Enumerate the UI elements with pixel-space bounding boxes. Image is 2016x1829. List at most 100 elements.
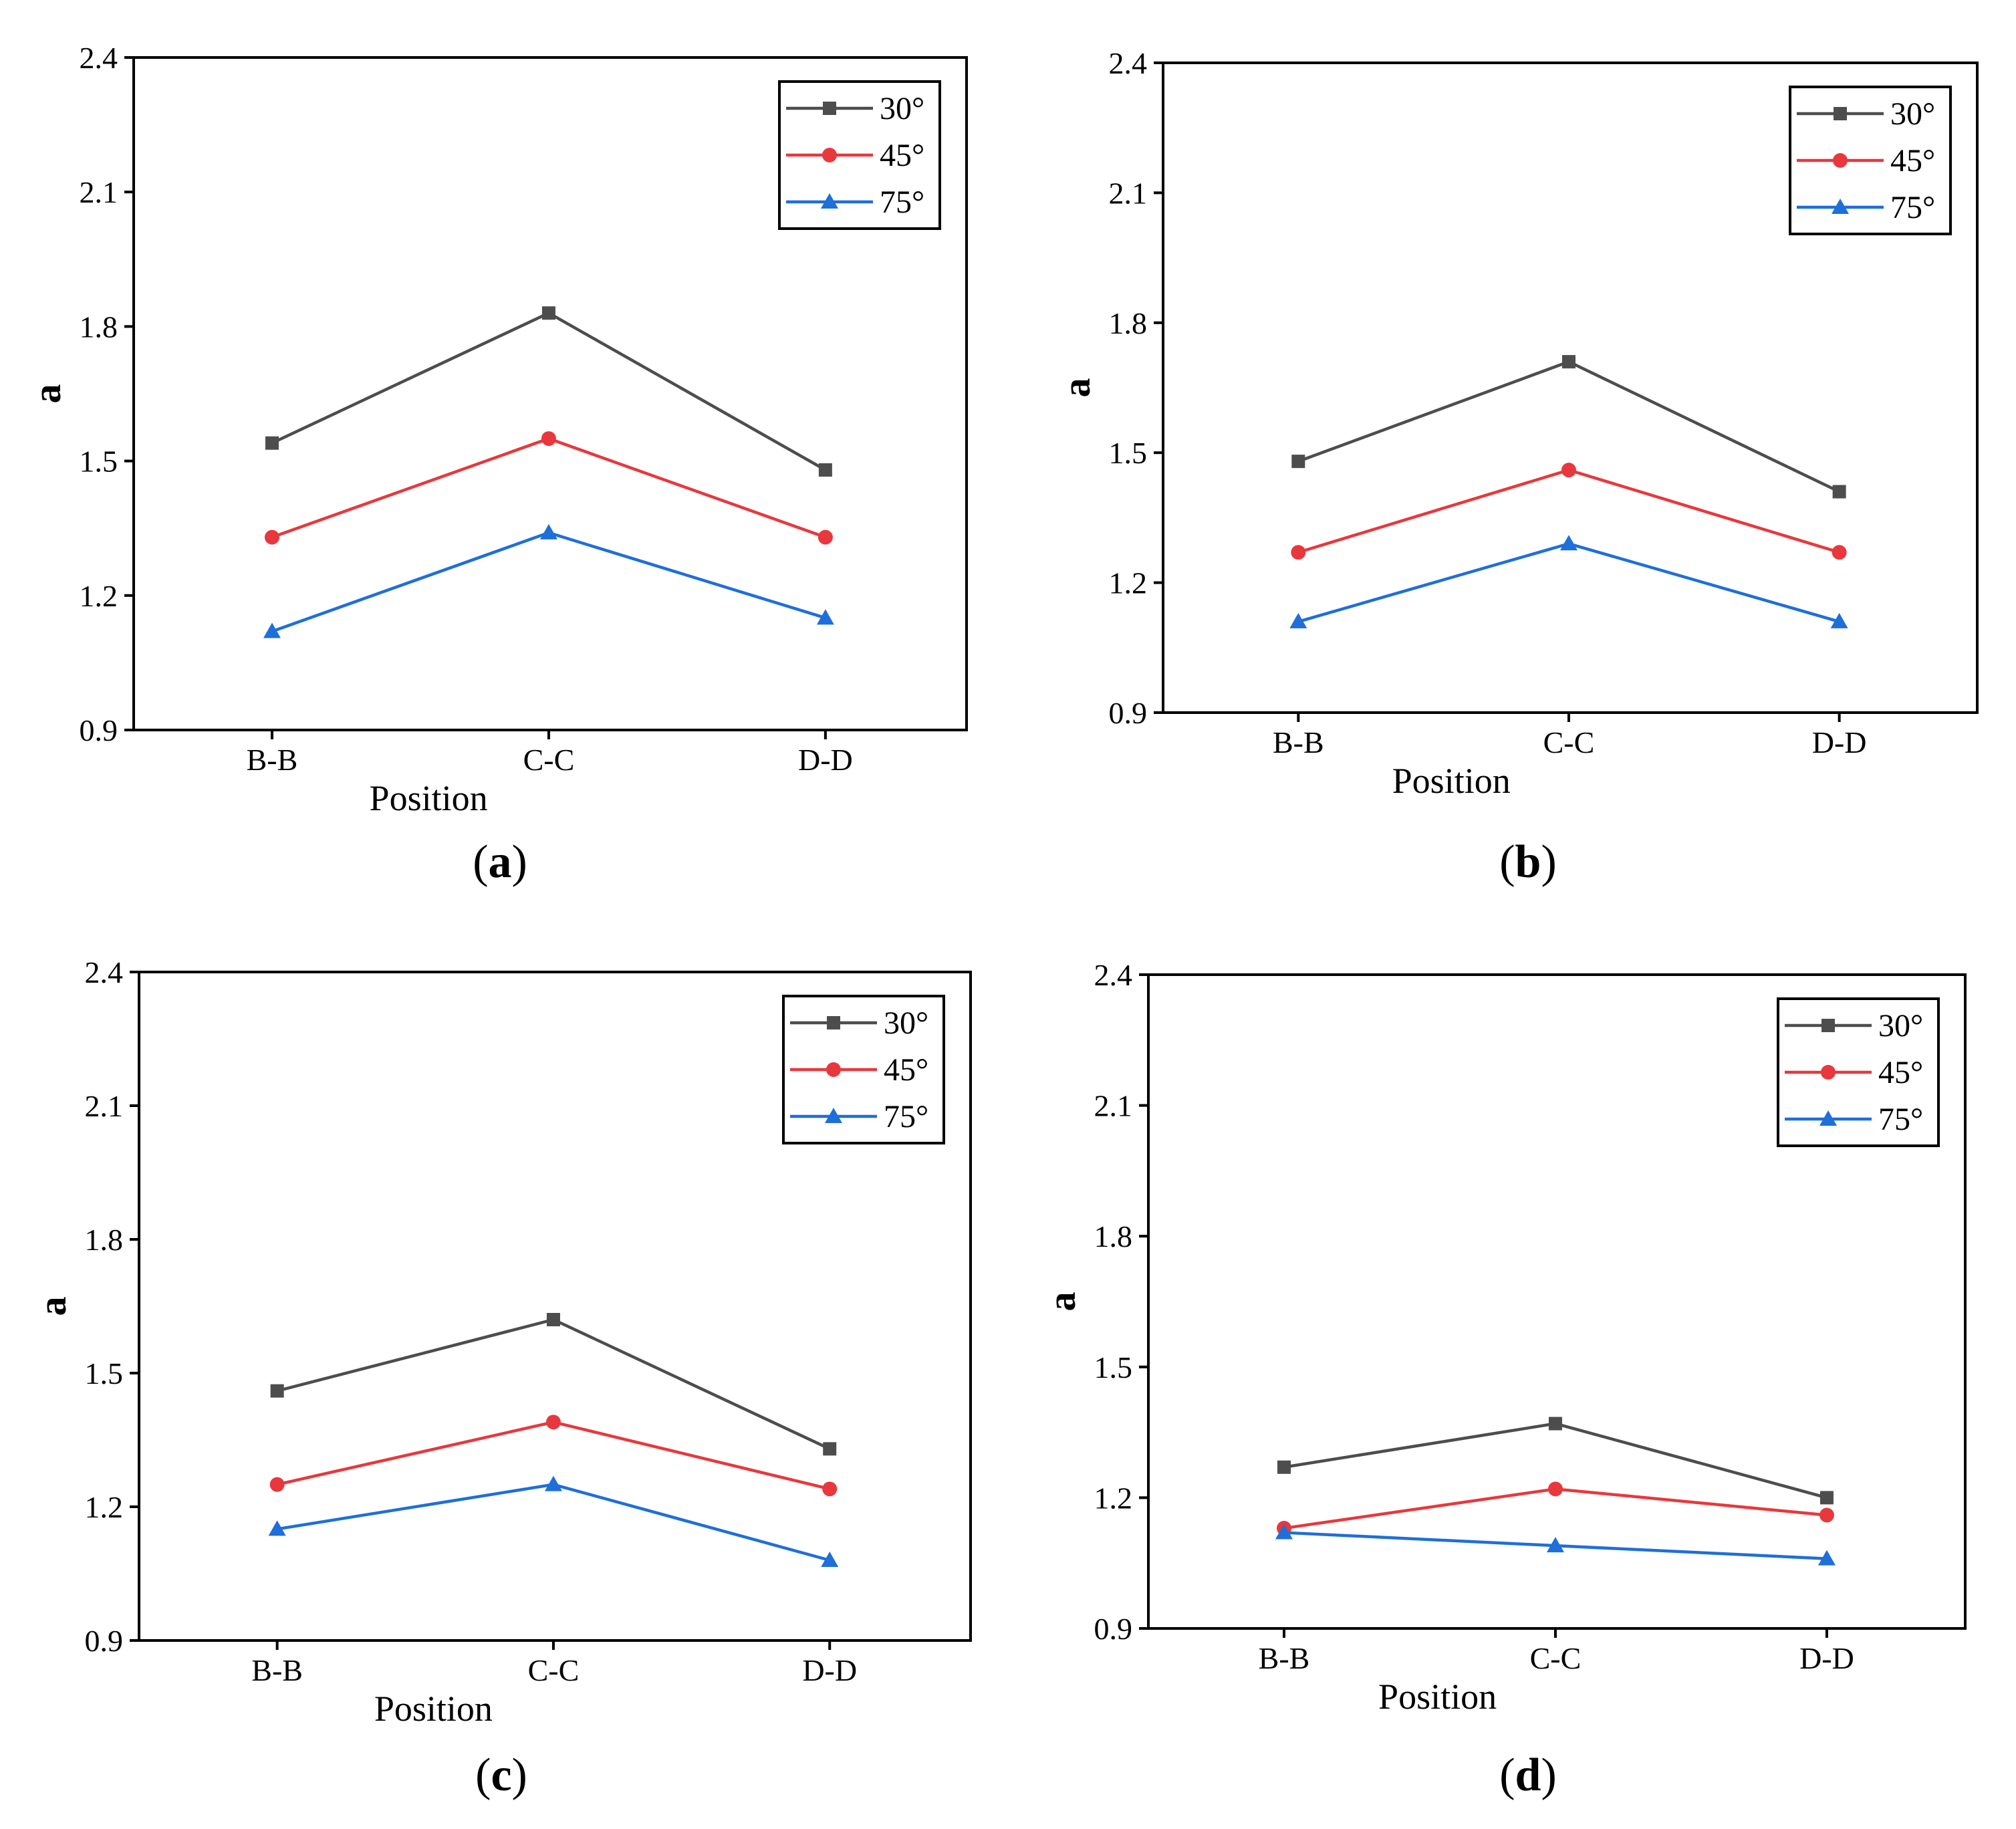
- legend: 30° 45° 75°: [1777, 997, 1940, 1147]
- y-tick-label: 1.2: [85, 1490, 124, 1524]
- legend-label: 45°: [1890, 143, 1935, 178]
- y-tick-label: 0.9: [1094, 1612, 1133, 1646]
- data-point-45deg-D-D: [1832, 545, 1847, 560]
- x-tick-label: B-B: [1259, 1641, 1310, 1675]
- data-point-75deg-B-B: [1275, 1523, 1293, 1540]
- x-tick-label: B-B: [1273, 725, 1324, 759]
- legend-label: 30°: [1890, 96, 1935, 132]
- x-axis-title: Position: [1392, 761, 1511, 801]
- y-tick-label: 1.5: [80, 445, 118, 479]
- y-axis-title: a: [1055, 378, 1098, 398]
- panel-letter: c: [491, 1749, 511, 1801]
- legend-label: 45°: [880, 138, 924, 173]
- y-tick-label: 1.5: [85, 1356, 124, 1390]
- data-point-75deg-C-C: [1546, 1537, 1564, 1553]
- panel-label: (c): [475, 1749, 527, 1801]
- y-tick-label: 2.1: [85, 1089, 124, 1123]
- legend-label: 30°: [884, 1005, 928, 1041]
- data-point-45deg-C-C: [1561, 463, 1576, 478]
- y-tick-label: 1.2: [1094, 1481, 1133, 1515]
- x-tick-label: C-C: [523, 743, 575, 777]
- data-point-75deg-B-B: [268, 1520, 286, 1536]
- data-point-75deg-D-D: [821, 1552, 839, 1567]
- legend: 30° 45° 75°: [782, 995, 945, 1144]
- legend-marker: [1821, 1019, 1835, 1032]
- x-tick-label: D-D: [1799, 1641, 1854, 1675]
- legend-label: 30°: [880, 91, 924, 126]
- panel-letter: a: [489, 836, 512, 888]
- panel-label: (a): [473, 836, 527, 888]
- data-point-30deg-D-D: [1819, 1491, 1834, 1505]
- panel-label: (d): [1499, 1749, 1557, 1801]
- y-tick-label: 1.5: [1094, 1350, 1133, 1384]
- data-point-45deg-C-C: [545, 1415, 561, 1430]
- y-tick-label: 0.9: [1109, 696, 1148, 730]
- y-tick-label: 1.2: [1109, 566, 1148, 600]
- series-line-75deg: [271, 531, 826, 633]
- series-line-30deg: [271, 311, 826, 471]
- x-axis-title: Position: [1378, 1677, 1497, 1717]
- legend: 30° 45° 75°: [1789, 86, 1952, 235]
- y-tick-label: 1.8: [85, 1223, 124, 1257]
- data-point-30deg-B-B: [265, 436, 279, 450]
- data-point-75deg-C-C: [544, 1475, 562, 1491]
- y-axis-title: a: [25, 384, 69, 404]
- series-line-45deg: [271, 437, 826, 539]
- data-point-30deg-B-B: [1291, 455, 1305, 469]
- legend-marker: [821, 193, 838, 209]
- data-point-30deg-B-B: [1277, 1460, 1291, 1474]
- y-tick-label: 2.1: [80, 175, 118, 209]
- legend-label: 45°: [1878, 1055, 1923, 1090]
- legend-marker: [826, 1062, 841, 1077]
- data-point-45deg-D-D: [817, 529, 833, 545]
- chart-panel-b: 0.9 1.2 1.5 1.8 2.1 2.4 B-B C-C D-D Position a 30° 4…: [1055, 46, 1979, 888]
- data-point-30deg-C-C: [1548, 1417, 1562, 1431]
- legend-marker: [822, 148, 837, 162]
- data-point-45deg-B-B: [269, 1477, 285, 1492]
- data-point-75deg-B-B: [1289, 612, 1307, 628]
- legend-label: 75°: [1890, 190, 1935, 225]
- y-tick-label: 2.4: [85, 955, 124, 989]
- panel-letter: d: [1515, 1749, 1541, 1801]
- y-tick-label: 1.5: [1109, 436, 1148, 470]
- x-tick-label: B-B: [247, 743, 298, 777]
- data-point-30deg-C-C: [541, 306, 555, 320]
- data-point-45deg-C-C: [541, 431, 556, 447]
- data-point-30deg-D-D: [818, 463, 832, 477]
- y-axis-title: a: [31, 1297, 74, 1316]
- data-point-45deg-D-D: [822, 1481, 838, 1497]
- chart-panel-a: 0.91.21.51.82.12.4B-B C-C D-DPositiona30°4…: [25, 41, 968, 888]
- data-point-75deg-D-D: [1830, 612, 1848, 628]
- data-point-45deg-B-B: [264, 529, 279, 545]
- legend-label: 75°: [880, 185, 924, 220]
- data-point-75deg-C-C: [1559, 535, 1578, 551]
- series-line-75deg: [277, 1483, 830, 1562]
- x-tick-label: D-D: [1812, 725, 1867, 759]
- y-tick-label: 0.9: [85, 1624, 124, 1658]
- data-point-30deg-C-C: [546, 1313, 560, 1326]
- data-point-75deg-B-B: [263, 622, 281, 638]
- x-tick-label: D-D: [802, 1653, 857, 1687]
- data-point-75deg-D-D: [1817, 1550, 1836, 1566]
- legend-marker: [823, 102, 836, 115]
- chart-panel-d: 0.9 1.2 1.5 1.8 2.1 2.4 B-B C-C D-D Position a 30° 4…: [1040, 958, 1967, 1801]
- series-line-75deg: [1297, 541, 1840, 624]
- data-point-45deg-D-D: [1819, 1507, 1834, 1523]
- y-axis-title: a: [1040, 1292, 1084, 1312]
- data-point-45deg-C-C: [1547, 1481, 1563, 1497]
- x-tick-label: B-B: [251, 1653, 303, 1687]
- x-axis-title: Position: [370, 778, 488, 818]
- legend-label: 30°: [1878, 1008, 1923, 1044]
- data-point-45deg-B-B: [1291, 545, 1306, 560]
- panel-label: (b): [1499, 836, 1557, 888]
- data-point-75deg-D-D: [816, 609, 834, 625]
- legend-marker: [827, 1016, 840, 1029]
- legend-marker: [1833, 153, 1848, 168]
- x-tick-label: D-D: [798, 743, 853, 777]
- data-point-30deg-D-D: [1832, 485, 1846, 499]
- legend-marker: [1834, 107, 1847, 120]
- y-tick-label: 2.4: [1109, 46, 1148, 80]
- chart-panel-c: 0.9 1.2 1.5 1.8 2.1 2.4 B-B C-C D-D Position a 30° 4…: [31, 955, 972, 1801]
- panel-letter: b: [1515, 836, 1541, 888]
